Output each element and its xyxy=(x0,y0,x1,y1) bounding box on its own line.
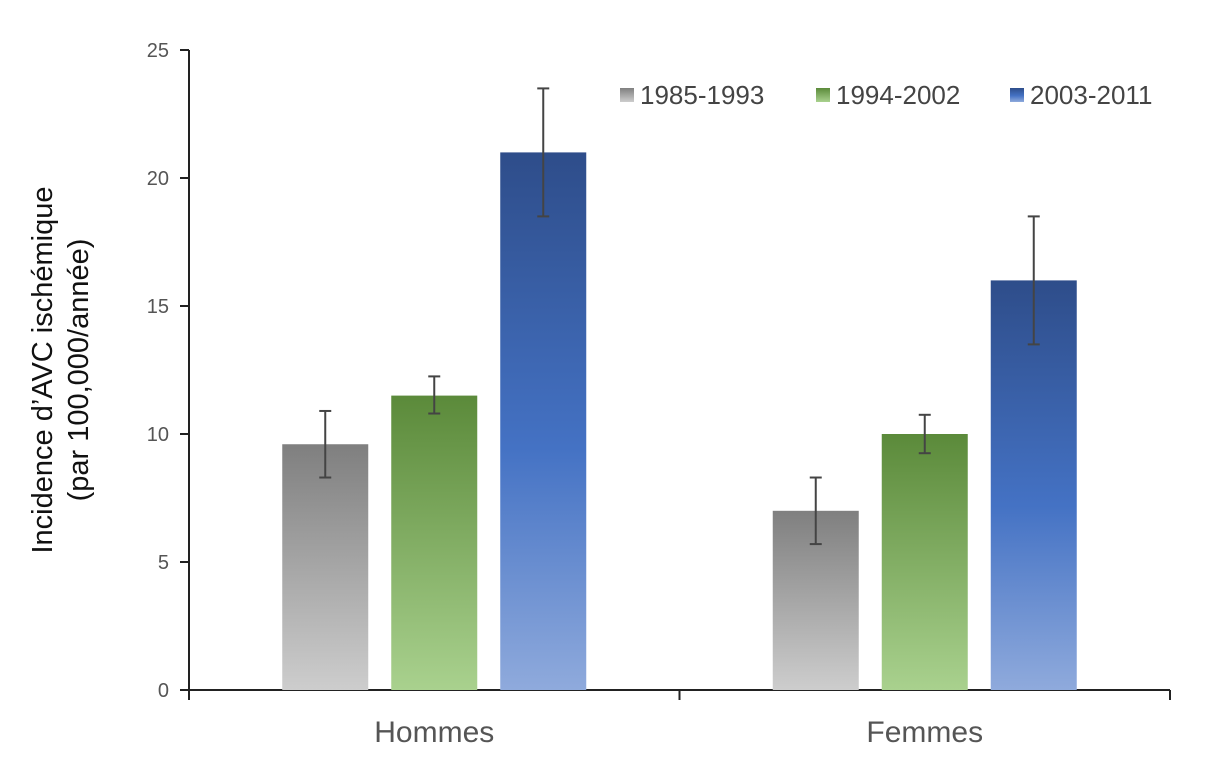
bar xyxy=(881,434,968,690)
bars xyxy=(282,152,1077,690)
legend: 1985-1993 1994-2002 2003-2011 xyxy=(620,80,1152,110)
x-tick-label: Femmes xyxy=(866,716,983,749)
legend-label: 2003-2011 xyxy=(1030,80,1152,110)
legend-label: 1994-2002 xyxy=(836,80,960,110)
bar xyxy=(990,280,1077,690)
error-bars xyxy=(319,87,1040,546)
y-tick-label: 20 xyxy=(147,168,169,190)
y-axis-label: Incidence d’AVC ischémique (par 100,000/… xyxy=(27,187,95,554)
y-axis-label-line-2: (par 100,000/année) xyxy=(63,239,95,502)
bar xyxy=(391,395,478,690)
legend-swatch xyxy=(620,88,634,102)
legend-label: 1985-1993 xyxy=(640,80,764,110)
y-tick-label: 0 xyxy=(158,680,169,702)
bar xyxy=(500,152,587,690)
y-axis-label-line-1: Incidence d’AVC ischémique xyxy=(27,187,59,554)
y-tick-label: 25 xyxy=(147,40,169,62)
legend-swatch xyxy=(816,88,830,102)
y-tick-label: 10 xyxy=(147,424,169,446)
bar xyxy=(282,444,369,690)
y-tick-label: 15 xyxy=(147,296,169,318)
y-tick-label: 5 xyxy=(158,552,169,574)
legend-swatch xyxy=(1010,88,1024,102)
x-tick-label: Hommes xyxy=(374,716,494,749)
